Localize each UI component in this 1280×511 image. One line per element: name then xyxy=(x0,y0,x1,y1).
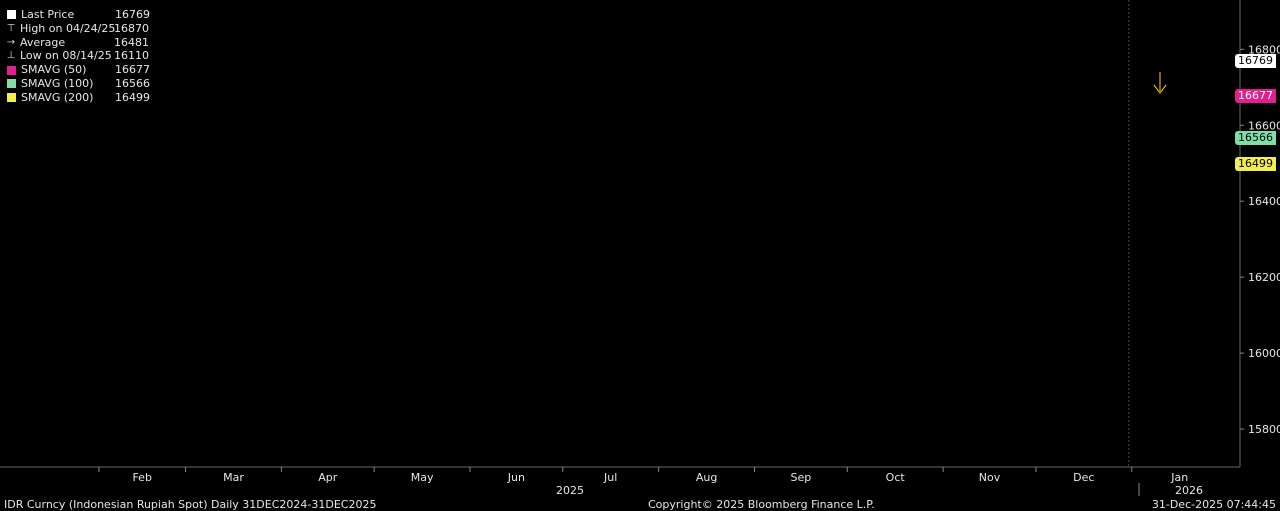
price-tag: 16566 xyxy=(1235,131,1276,146)
y-tick-label: 15800 xyxy=(1248,423,1280,436)
legend-item: → Average 16481 xyxy=(6,36,150,50)
price-tag: 16499 xyxy=(1235,156,1276,171)
x-tick-label: Sep xyxy=(791,471,812,484)
x-tick-label: Dec xyxy=(1073,471,1094,484)
chart-legend: Last Price 16769 ⊤ High on 04/24/25 16870 → Av… xyxy=(4,6,156,107)
legend-item: ⊤ High on 04/24/25 16870 xyxy=(6,22,150,36)
footer-timestamp: 31-Dec-2025 07:44:45 xyxy=(1151,498,1276,511)
high-marker-icon: ⊤ xyxy=(6,22,16,34)
legend-value: 16870 xyxy=(114,21,149,35)
y-tick-label: 16600 xyxy=(1248,119,1280,132)
legend-value: 16677 xyxy=(115,63,150,77)
legend-value: 16110 xyxy=(114,49,149,63)
y-tick-label: 16000 xyxy=(1248,347,1280,360)
legend-value: 16566 xyxy=(115,76,150,90)
legend-label: Last Price xyxy=(21,8,75,21)
footer-instrument: IDR Curncy (Indonesian Rupiah Spot) Dail… xyxy=(4,498,377,511)
legend-swatch xyxy=(7,93,16,103)
legend-item: ⊥ Low on 08/14/25 16110 xyxy=(6,49,150,63)
price-tag: 16769 xyxy=(1235,54,1276,69)
legend-label: SMAVG (200) xyxy=(21,90,94,104)
x-tick-label: Aug xyxy=(696,471,717,484)
x-tick-label: Oct xyxy=(886,471,906,484)
legend-label: SMAVG (100) xyxy=(21,76,94,90)
legend-value: 16769 xyxy=(115,8,150,21)
y-tick-label: 16200 xyxy=(1248,271,1280,284)
x-tick-label: Mar xyxy=(223,471,244,484)
x-tick-label: Apr xyxy=(318,471,338,484)
legend-item: SMAVG (100) 16566 xyxy=(6,77,150,91)
avg-marker-icon: → xyxy=(6,36,16,48)
legend-swatch xyxy=(7,10,16,20)
y-tick-label: 16800 xyxy=(1248,43,1280,56)
legend-swatch xyxy=(7,65,16,75)
legend-item: SMAVG (50) 16677 xyxy=(6,63,150,77)
legend-value: 16481 xyxy=(114,35,149,49)
legend-label: Low on 08/14/25 xyxy=(20,49,112,63)
legend-label: SMAVG (50) xyxy=(21,63,87,77)
legend-label: High on 04/24/25 xyxy=(20,21,116,35)
x-tick-label: Jun xyxy=(507,471,525,484)
x-tick-label: Jan xyxy=(1170,471,1188,484)
legend-swatch xyxy=(7,79,16,89)
x-tick-label: Jul xyxy=(603,471,617,484)
trend-arrow-icon xyxy=(1153,72,1167,94)
x-tick-label: Nov xyxy=(979,471,1001,484)
legend-label: Average xyxy=(20,35,66,49)
x-tick-label: Feb xyxy=(132,471,151,484)
arrow-head xyxy=(1153,84,1167,94)
plot-background xyxy=(0,0,1240,467)
legend-item: SMAVG (200) 16499 xyxy=(6,91,150,105)
low-marker-icon: ⊥ xyxy=(6,50,16,62)
legend-value: 16499 xyxy=(115,90,150,104)
x-tick-label: May xyxy=(411,471,434,484)
year-label: 2025 xyxy=(556,484,584,497)
year-label: 2026 xyxy=(1175,484,1203,497)
axes: 16800 16600 16400 16200 16000 15800 Feb Mar Apr M… xyxy=(0,0,1280,497)
y-tick-label: 16400 xyxy=(1248,195,1280,208)
price-tag: 16677 xyxy=(1235,89,1276,104)
footer-copyright: Copyright© 2025 Bloomberg Finance L.P. xyxy=(648,498,875,511)
legend-item: Last Price 16769 xyxy=(6,8,150,22)
